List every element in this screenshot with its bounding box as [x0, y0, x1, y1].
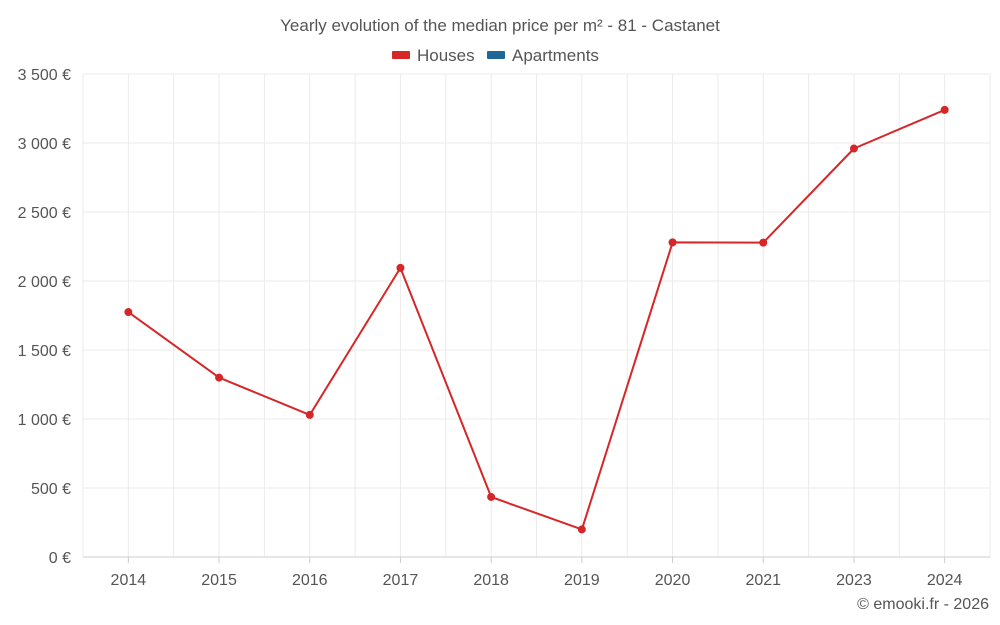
data-point-houses-2021[interactable] — [759, 238, 768, 247]
y-tick-label: 2 000 € — [18, 274, 71, 291]
credit-text: © emooki.fr - 2026 — [857, 596, 989, 613]
series-line-houses — [127, 108, 945, 531]
x-tick-label: 2017 — [383, 572, 419, 589]
legend-swatch-apartments — [487, 51, 505, 59]
x-tick-label: 2015 — [201, 572, 237, 589]
y-tick-label: 500 € — [31, 481, 71, 498]
y-tick-label: 0 € — [49, 550, 71, 567]
chart-title: Yearly evolution of the median price per… — [280, 16, 720, 35]
legend-label-houses[interactable]: Houses — [417, 46, 475, 65]
legend: Houses Apartments — [392, 46, 599, 65]
x-tick-label: 2020 — [655, 572, 691, 589]
data-point-houses-2019[interactable] — [577, 525, 586, 534]
data-point-houses-2015[interactable] — [215, 373, 224, 382]
data-point-houses-2017[interactable] — [396, 263, 405, 272]
y-tick-label: 1 000 € — [18, 412, 71, 429]
y-tick-label: 2 500 € — [18, 205, 71, 222]
legend-swatch-houses — [392, 51, 410, 59]
data-point-houses-2023[interactable] — [849, 144, 858, 153]
x-tick-label: 2021 — [745, 572, 781, 589]
x-axis: 2014 2015 2016 2017 2018 2019 2020 2021 2023 2024 — [83, 556, 990, 589]
x-tick-label: 2024 — [927, 572, 963, 589]
grid — [82, 73, 991, 557]
data-point-houses-2020[interactable] — [668, 238, 677, 247]
data-point-houses-2018[interactable] — [487, 492, 496, 501]
x-tick-label: 2016 — [292, 572, 328, 589]
y-axis: 0 € 500 € 1 000 € 1 500 € 2 000 € 2 500 € 3 00… — [18, 67, 71, 567]
data-point-houses-2024[interactable] — [940, 105, 949, 114]
x-tick-label: 2019 — [564, 572, 600, 589]
data-point-houses-2016[interactable] — [305, 410, 314, 419]
x-tick-label: 2018 — [473, 572, 509, 589]
data-point-houses-2014[interactable] — [124, 308, 133, 317]
y-tick-label: 3 000 € — [18, 136, 71, 153]
y-tick-label: 1 500 € — [18, 343, 71, 360]
y-tick-label: 3 500 € — [18, 67, 71, 84]
x-tick-label: 2014 — [111, 572, 147, 589]
legend-label-apartments[interactable]: Apartments — [512, 46, 599, 65]
x-tick-label: 2023 — [836, 572, 872, 589]
series-houses — [124, 105, 949, 534]
